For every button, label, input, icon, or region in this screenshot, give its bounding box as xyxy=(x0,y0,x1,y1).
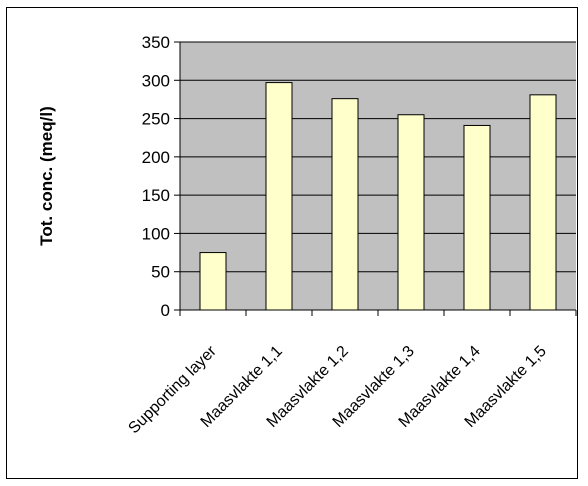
bars xyxy=(199,82,557,311)
y-axis-title: Tot. conc. (meq/l) xyxy=(37,106,56,245)
y-tick-label: 350 xyxy=(142,33,170,52)
y-tick-label: 300 xyxy=(142,71,170,90)
y-tick-label: 200 xyxy=(142,148,170,167)
y-tick-label: 0 xyxy=(161,301,170,320)
bar xyxy=(331,98,359,311)
y-tick-label: 50 xyxy=(151,263,170,282)
bar xyxy=(265,82,293,311)
y-tick-label: 250 xyxy=(142,110,170,129)
bar xyxy=(199,252,227,311)
bar xyxy=(397,114,425,311)
plot-area xyxy=(180,42,576,310)
bar xyxy=(463,124,491,311)
bar xyxy=(529,94,557,311)
y-tick-label: 150 xyxy=(142,186,170,205)
y-ticks: 0 50 100 150 200 250 300 350 xyxy=(142,33,180,320)
y-tick-label: 100 xyxy=(142,224,170,243)
gridlines xyxy=(180,41,576,273)
